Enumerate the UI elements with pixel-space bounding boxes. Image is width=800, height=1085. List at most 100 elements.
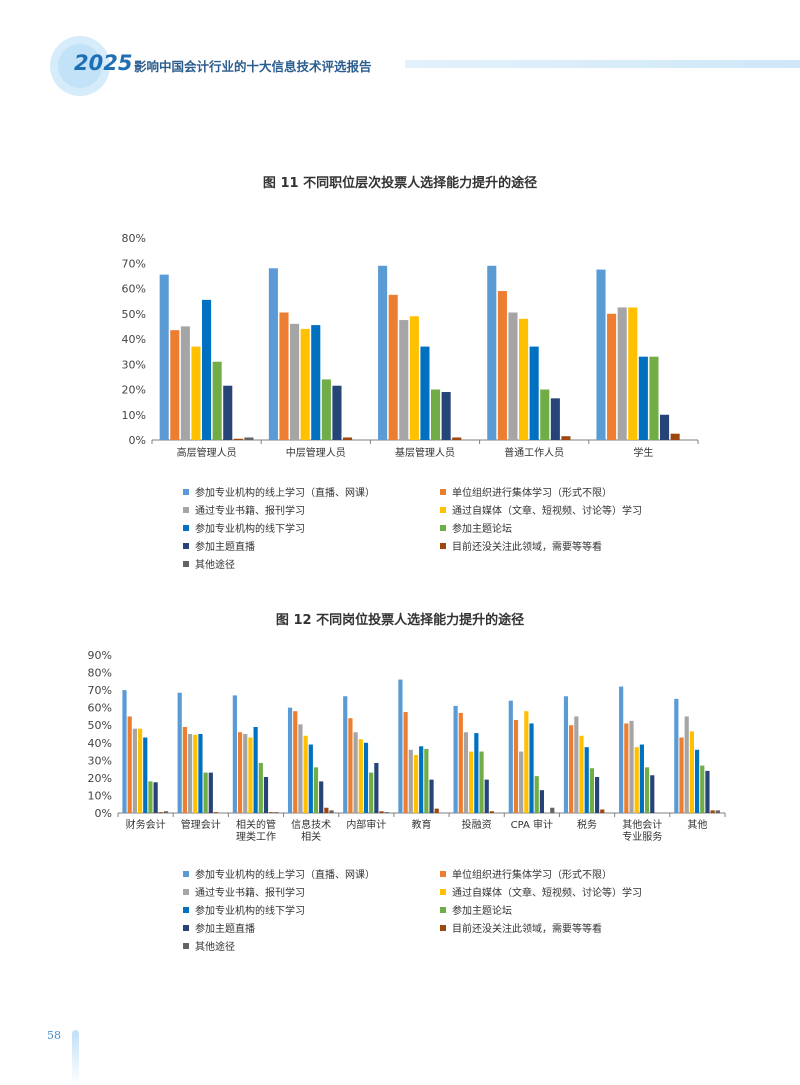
bar — [244, 437, 254, 440]
bar — [497, 291, 507, 440]
bar — [269, 812, 274, 813]
bar — [177, 692, 182, 813]
legend-item: 参加专业机构的线下学习 — [183, 520, 305, 535]
page-number-bar — [72, 1030, 79, 1085]
legend-swatch — [183, 871, 189, 877]
bar — [519, 318, 529, 440]
bar — [127, 716, 132, 813]
legend-swatch — [183, 525, 189, 531]
bar — [524, 711, 529, 813]
legend-label: 单位组织进行集体学习（形式不限） — [452, 488, 612, 499]
y-tick-label: 70% — [88, 684, 112, 697]
category-label: 相关 — [301, 830, 321, 843]
legend-swatch — [183, 561, 189, 567]
bar — [398, 679, 403, 813]
bar — [290, 323, 300, 440]
y-tick-label: 20% — [88, 772, 112, 785]
bar — [403, 712, 408, 813]
y-tick-label: 40% — [88, 737, 112, 750]
bar — [574, 716, 579, 813]
bar — [399, 320, 409, 440]
legend-label: 参加主题论坛 — [452, 906, 512, 917]
bar — [122, 690, 127, 813]
bar — [550, 807, 555, 813]
bar — [293, 711, 298, 813]
bar — [429, 779, 434, 813]
y-tick-label: 50% — [88, 719, 112, 732]
bar — [363, 742, 369, 813]
chart2-svg: 0% 10% 20% 30% 40% 50% 60% 70% 80% 90% 财务会计 管理会计 相关的… — [88, 649, 726, 843]
legend-item: 目前还没关注此领域，需要等等看 — [440, 538, 602, 553]
bar — [441, 392, 451, 440]
bar — [569, 725, 574, 813]
bar — [212, 361, 222, 440]
bar — [258, 762, 263, 813]
y-tick-label: 60% — [88, 702, 112, 715]
bar — [689, 731, 694, 813]
y-tick-label: 90% — [88, 649, 112, 662]
legend-label: 通过专业书籍、报刊学习 — [195, 506, 305, 517]
bar — [408, 749, 413, 813]
bar — [182, 726, 187, 813]
bar — [153, 782, 158, 813]
chart1-title: 图 11 不同职位层次投票人选择能力提升的途径 — [262, 176, 538, 191]
bar — [279, 312, 289, 440]
bar — [388, 294, 398, 440]
category-label: 普通工作人员 — [504, 446, 564, 459]
legend-swatch — [440, 543, 446, 549]
legend-swatch — [183, 489, 189, 495]
bar — [148, 781, 153, 813]
bar — [529, 723, 534, 813]
bar — [163, 811, 169, 813]
legend-item: 参加专业机构的线上学习（直播、网课） — [183, 866, 375, 881]
legend-label: 其他途径 — [195, 560, 235, 571]
legend-swatch — [183, 543, 189, 549]
bar — [253, 726, 258, 813]
bar — [489, 811, 495, 813]
legend-swatch — [183, 507, 189, 513]
bar — [638, 356, 648, 440]
bar — [274, 812, 279, 813]
category-label: 中层管理人员 — [286, 446, 346, 459]
bar — [308, 744, 313, 813]
legend-label: 单位组织进行集体学习（形式不限） — [452, 870, 612, 881]
bar — [529, 346, 539, 440]
bar — [263, 777, 269, 813]
bar — [343, 696, 348, 813]
chart1-svg: 0% 10% 20% 30% 40% 50% 60% 70% 80% 高层管理人员 中层管理人员 基层… — [122, 232, 699, 459]
bar — [579, 735, 584, 813]
bar — [419, 746, 424, 813]
bar — [679, 737, 684, 813]
y-tick-label: 0% — [95, 807, 112, 820]
legend-item: 参加主题论坛 — [440, 902, 512, 917]
bar — [321, 379, 331, 440]
bar — [684, 716, 689, 813]
bar — [379, 811, 384, 813]
bar — [248, 737, 253, 813]
bar — [589, 768, 594, 813]
category-label: 税务 — [577, 818, 597, 831]
legend-item: 通过自媒体（文章、短视频、讨论等）学习 — [440, 502, 642, 517]
bar — [332, 385, 342, 440]
legend-item: 其他途径 — [183, 938, 235, 953]
legend-item: 参加专业机构的线下学习 — [183, 902, 305, 917]
category-label: 财务会计 — [126, 818, 166, 831]
y-tick-label: 30% — [88, 754, 112, 767]
legend-item: 单位组织进行集体学习（形式不限） — [440, 484, 612, 499]
legend-item: 参加专业机构的线上学习（直播、网课） — [183, 484, 375, 499]
legend-item: 参加主题直播 — [183, 538, 255, 553]
bar — [629, 720, 634, 813]
legend-swatch — [440, 489, 446, 495]
bar — [378, 265, 388, 440]
page-number: 58 — [47, 1029, 61, 1042]
bar — [202, 299, 212, 440]
report-year: 2025 — [74, 51, 133, 75]
y-tick-label: 40% — [122, 333, 146, 346]
y-tick-label: 80% — [122, 232, 146, 245]
bar — [374, 762, 379, 813]
legend-label: 参加主题直播 — [195, 924, 255, 935]
bar — [191, 346, 201, 440]
bar — [650, 775, 655, 813]
bar — [232, 695, 237, 813]
legend-swatch — [440, 525, 446, 531]
